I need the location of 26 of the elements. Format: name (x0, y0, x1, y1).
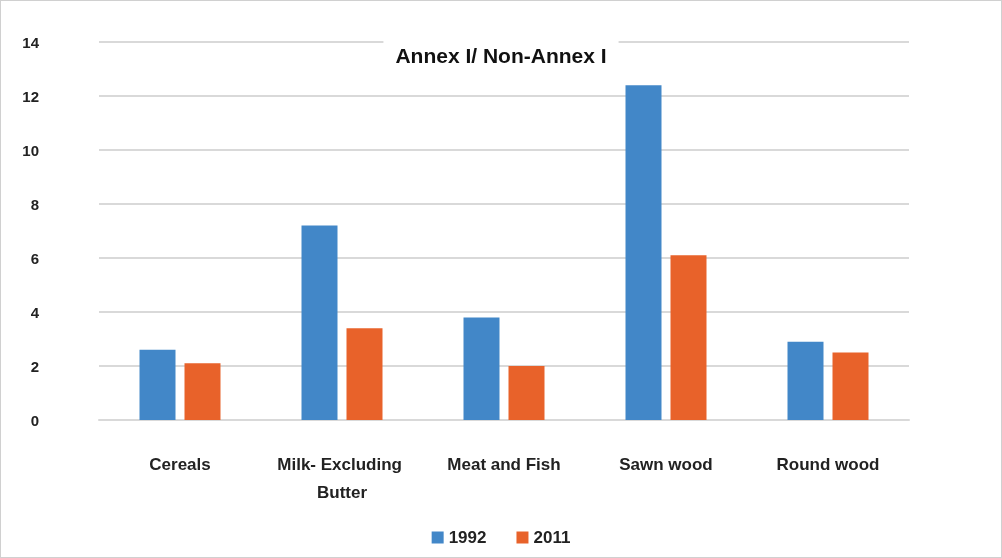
bar (787, 341, 824, 420)
y-tick-label: 14 (22, 33, 40, 51)
legend-label: 2011 (533, 528, 571, 547)
x-tick-label: Round wood (776, 454, 880, 474)
bar (184, 363, 221, 420)
y-tick-label: 8 (30, 195, 39, 213)
x-tick-label: Cereals (149, 454, 211, 474)
y-tick-label: 12 (22, 87, 39, 105)
bar (139, 349, 176, 420)
x-tick-label: Meat and Fish (447, 454, 561, 474)
chart-title: Annex I/ Non-Annex I (395, 44, 607, 67)
y-tick-label: 10 (22, 141, 39, 159)
bar (301, 225, 338, 420)
legend-label: 1992 (448, 528, 487, 547)
bar (670, 255, 707, 420)
y-tick-label: 0 (30, 411, 39, 429)
bar (625, 85, 662, 420)
y-tick-label: 6 (30, 249, 39, 267)
y-tick-label: 4 (30, 303, 40, 321)
bar (463, 317, 500, 420)
bar (832, 352, 869, 420)
x-tick-label: Sawn wood (619, 454, 713, 474)
bar (346, 328, 383, 420)
y-tick-label: 2 (30, 357, 39, 375)
bar (508, 366, 545, 420)
x-tick-label: Milk- Excluding Butter (277, 454, 407, 502)
